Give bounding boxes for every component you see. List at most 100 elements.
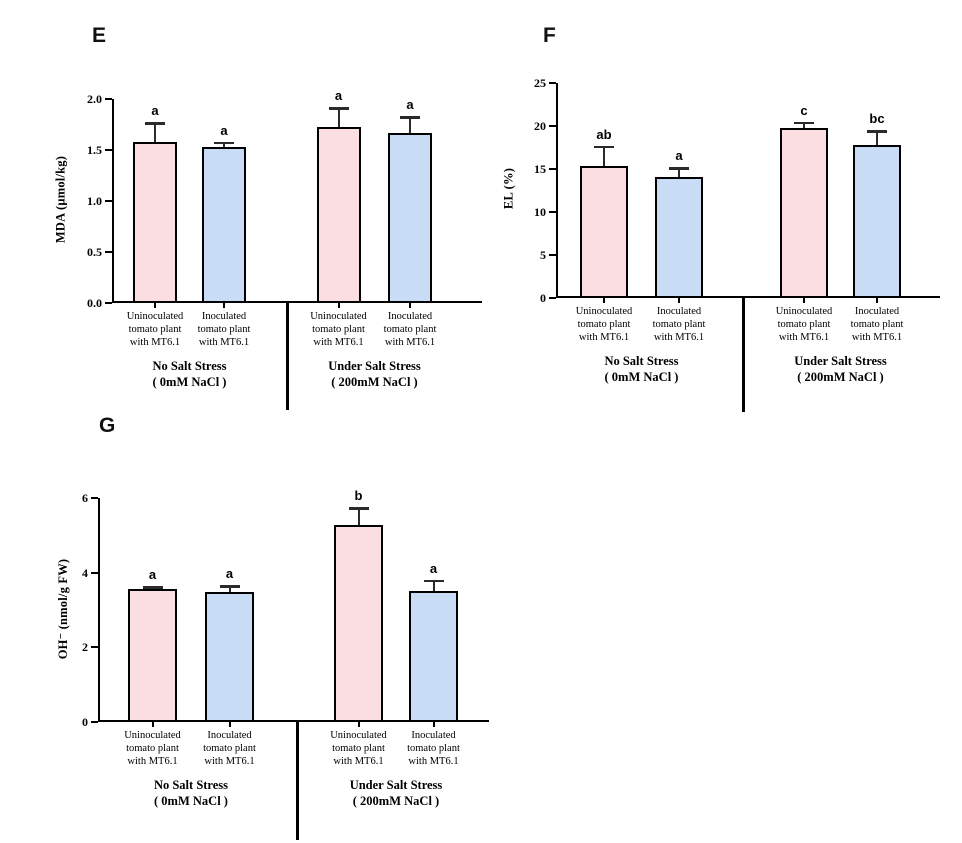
error-bar-cap (328, 107, 349, 110)
significance-letter: a (406, 97, 414, 113)
bar-uninoculated (316, 126, 361, 303)
bar-uninoculated (334, 525, 383, 722)
group-title-line: ( 200mM NaCl ) (797, 370, 884, 384)
bar-category-label: Inoculated tomato plant with MT6.1 (182, 729, 278, 768)
bar-category-label-line: with MT6.1 (653, 332, 705, 343)
bar-inoculated (202, 146, 246, 303)
x-axis-tick (154, 303, 156, 308)
bar-category-label-line: with MT6.1 (578, 332, 630, 343)
group-title-line: No Salt Stress (153, 778, 229, 792)
bar-category-label-line: tomato plant (332, 743, 385, 754)
bar-category-label: Uninoculated tomato plant with MT6.1 (756, 305, 852, 344)
group-title: No Salt Stress ( 0mM NaCl ) (552, 353, 732, 385)
x-axis-tick (603, 298, 605, 303)
y-axis-tick-label: 4 (82, 565, 88, 580)
bar-category-label: Uninoculated tomato plant with MT6.1 (105, 729, 201, 768)
bar-inoculated (205, 592, 254, 722)
bar-category-label-line: with MT6.1 (127, 756, 178, 767)
error-bar-cap (669, 167, 689, 170)
significance-letter: a (334, 88, 343, 104)
significance-letter: a (675, 148, 683, 164)
bar-uninoculated (128, 589, 177, 722)
bar-category-label-line: with MT6.1 (851, 332, 903, 343)
bar-category-label-line: with MT6.1 (198, 337, 250, 348)
significance-letter: bc (869, 111, 885, 127)
bar-category-label-line: Inoculated (854, 306, 900, 317)
bar-category-label-line: with MT6.1 (129, 337, 181, 348)
bar-inoculated (655, 176, 703, 298)
bar-category-label-line: with MT6.1 (778, 332, 830, 343)
error-bar-whisker (876, 131, 878, 145)
error-bar-whisker (228, 586, 231, 593)
bar-category-label-line: tomato plant (652, 319, 706, 330)
y-axis-tick (91, 497, 98, 499)
bar-category-label: Inoculated tomato plant with MT6.1 (362, 310, 458, 349)
group-title: Under Salt Stress ( 200mM NaCl ) (306, 777, 486, 809)
x-axis-tick (803, 298, 805, 303)
group-title-line: No Salt Stress (152, 359, 227, 373)
bar-category-label-line: with MT6.1 (384, 337, 436, 348)
error-bar-cap (145, 122, 165, 125)
bar-category-label-line: Uninoculated (126, 311, 184, 322)
bar-category-label-line: tomato plant (407, 743, 460, 754)
y-axis-tick (549, 125, 556, 127)
bar-category-label: Uninoculated tomato plant with MT6.1 (291, 310, 387, 349)
y-axis-tick (549, 297, 556, 299)
y-axis-tick-label: 0 (540, 291, 546, 305)
bar-category-label-line: tomato plant (203, 743, 256, 754)
x-axis-tick (876, 298, 878, 303)
bar-category-label-line: Inoculated (201, 311, 247, 322)
group-title-line: Under Salt Stress (349, 778, 443, 792)
group-title: No Salt Stress ( 0mM NaCl ) (101, 777, 281, 809)
significance-letter: a (148, 567, 157, 583)
error-bar-cap (794, 121, 814, 125)
bar-category-label-line: Inoculated (387, 311, 433, 322)
plot-area-G: 0 2 4 6 a Uninoculated tomato plant with MT6.1 a… (82, 489, 489, 840)
error-bar-whisker (409, 117, 411, 133)
error-bar-cap (400, 116, 420, 119)
bar-category-label-line: tomato plant (577, 319, 631, 330)
bar-category-label: Inoculated tomato plant with MT6.1 (829, 305, 925, 344)
group-divider-line (295, 720, 299, 840)
bar-category-label-line: with MT6.1 (408, 756, 459, 767)
error-bar-whisker (337, 108, 340, 127)
significance-letter: c (800, 102, 808, 118)
significance-letter: b (354, 488, 363, 504)
group-title-line: ( 200mM NaCl ) (331, 375, 418, 389)
y-axis-tick (105, 149, 112, 151)
bar-category-label-line: tomato plant (126, 743, 179, 754)
x-axis-line (98, 720, 489, 722)
x-axis-tick (228, 722, 231, 727)
y-axis-tick-label: 0.0 (87, 296, 102, 310)
bar-category-label-line: Uninoculated (775, 306, 833, 317)
y-axis-tick-label: 15 (534, 162, 546, 176)
panel-letter-F: F (543, 24, 556, 47)
bar-category-label: Inoculated tomato plant with MT6.1 (631, 305, 727, 344)
bar-category-label-line: tomato plant (312, 324, 365, 335)
x-axis-line (556, 296, 940, 298)
bar-category-label-line: Uninoculated (124, 730, 181, 741)
bar-category-label: Uninoculated tomato plant with MT6.1 (107, 310, 203, 349)
group-title-line: Under Salt Stress (794, 354, 887, 368)
x-axis-tick (337, 303, 340, 308)
plot-area-E: 0.0 0.5 1.0 1.5 2.0 a Uninoculated tomato plant… (87, 89, 482, 410)
significance-letter: a (151, 103, 159, 119)
bar-category-label-line: tomato plant (777, 319, 831, 330)
error-bar-whisker (603, 146, 605, 167)
bar-category-label-line: with MT6.1 (313, 337, 364, 348)
y-axis-tick (549, 168, 556, 170)
bar-category-label: Inoculated tomato plant with MT6.1 (386, 729, 482, 768)
panel-letter-E: E (92, 24, 107, 47)
y-axis-tick (105, 302, 112, 304)
x-axis-tick (357, 722, 360, 727)
error-bar-whisker (154, 123, 156, 142)
x-axis-tick (151, 722, 154, 727)
y-axis-title-oh: OH⁻ (nmol/g FW) (56, 558, 70, 660)
panel-letter-G: G (99, 414, 116, 437)
y-axis-tick-label: 0 (82, 715, 88, 729)
group-title: Under Salt Stress ( 200mM NaCl ) (751, 353, 931, 385)
error-bar-cap (219, 585, 240, 588)
